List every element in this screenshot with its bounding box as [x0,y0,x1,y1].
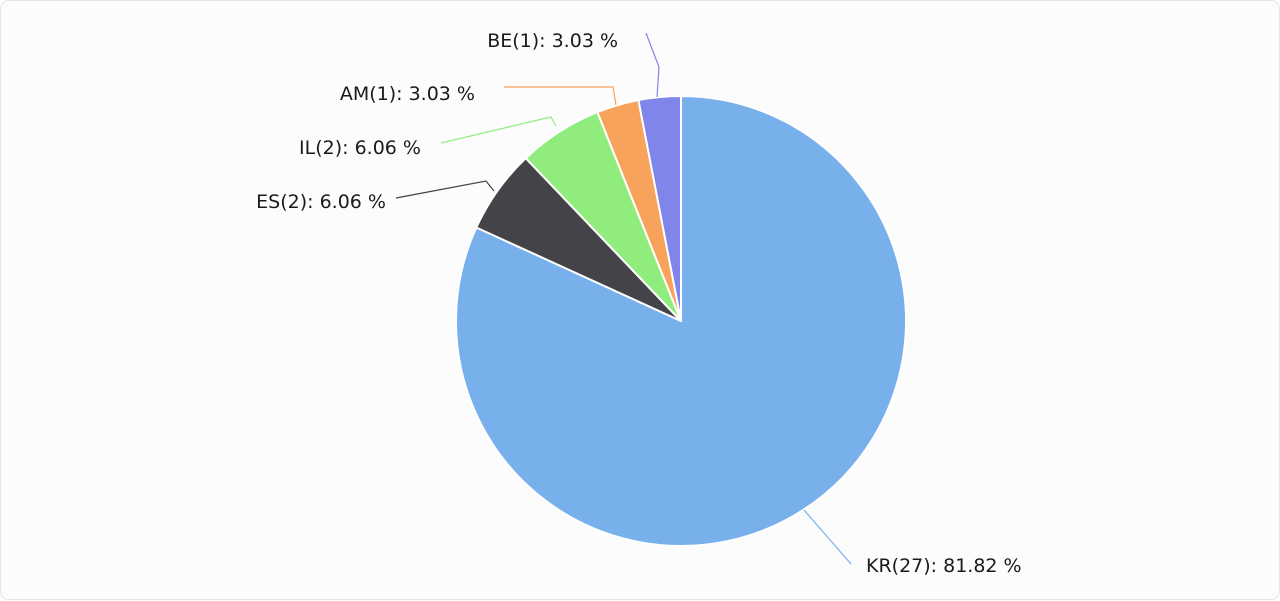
leader-line-kr [803,509,852,565]
leader-lines [395,32,852,565]
data-label-il: IL(2): 6.06 % [299,137,421,159]
leader-line-il [440,116,557,144]
data-labels: KR(27): 81.82 % ES(2): 6.06 % IL(2): 6.06 … [256,30,1021,577]
data-label-es: ES(2): 6.06 % [256,191,386,213]
leader-line-am [504,86,617,106]
pie-slice-be[interactable] [637,95,682,322]
data-label-kr: KR(27): 81.82 % [866,555,1022,577]
leader-line-es [395,180,495,199]
pie-slices [455,95,907,547]
data-label-am: AM(1): 3.03 % [340,83,475,105]
leader-line-be [645,32,660,98]
data-label-be: BE(1): 3.03 % [487,30,618,52]
